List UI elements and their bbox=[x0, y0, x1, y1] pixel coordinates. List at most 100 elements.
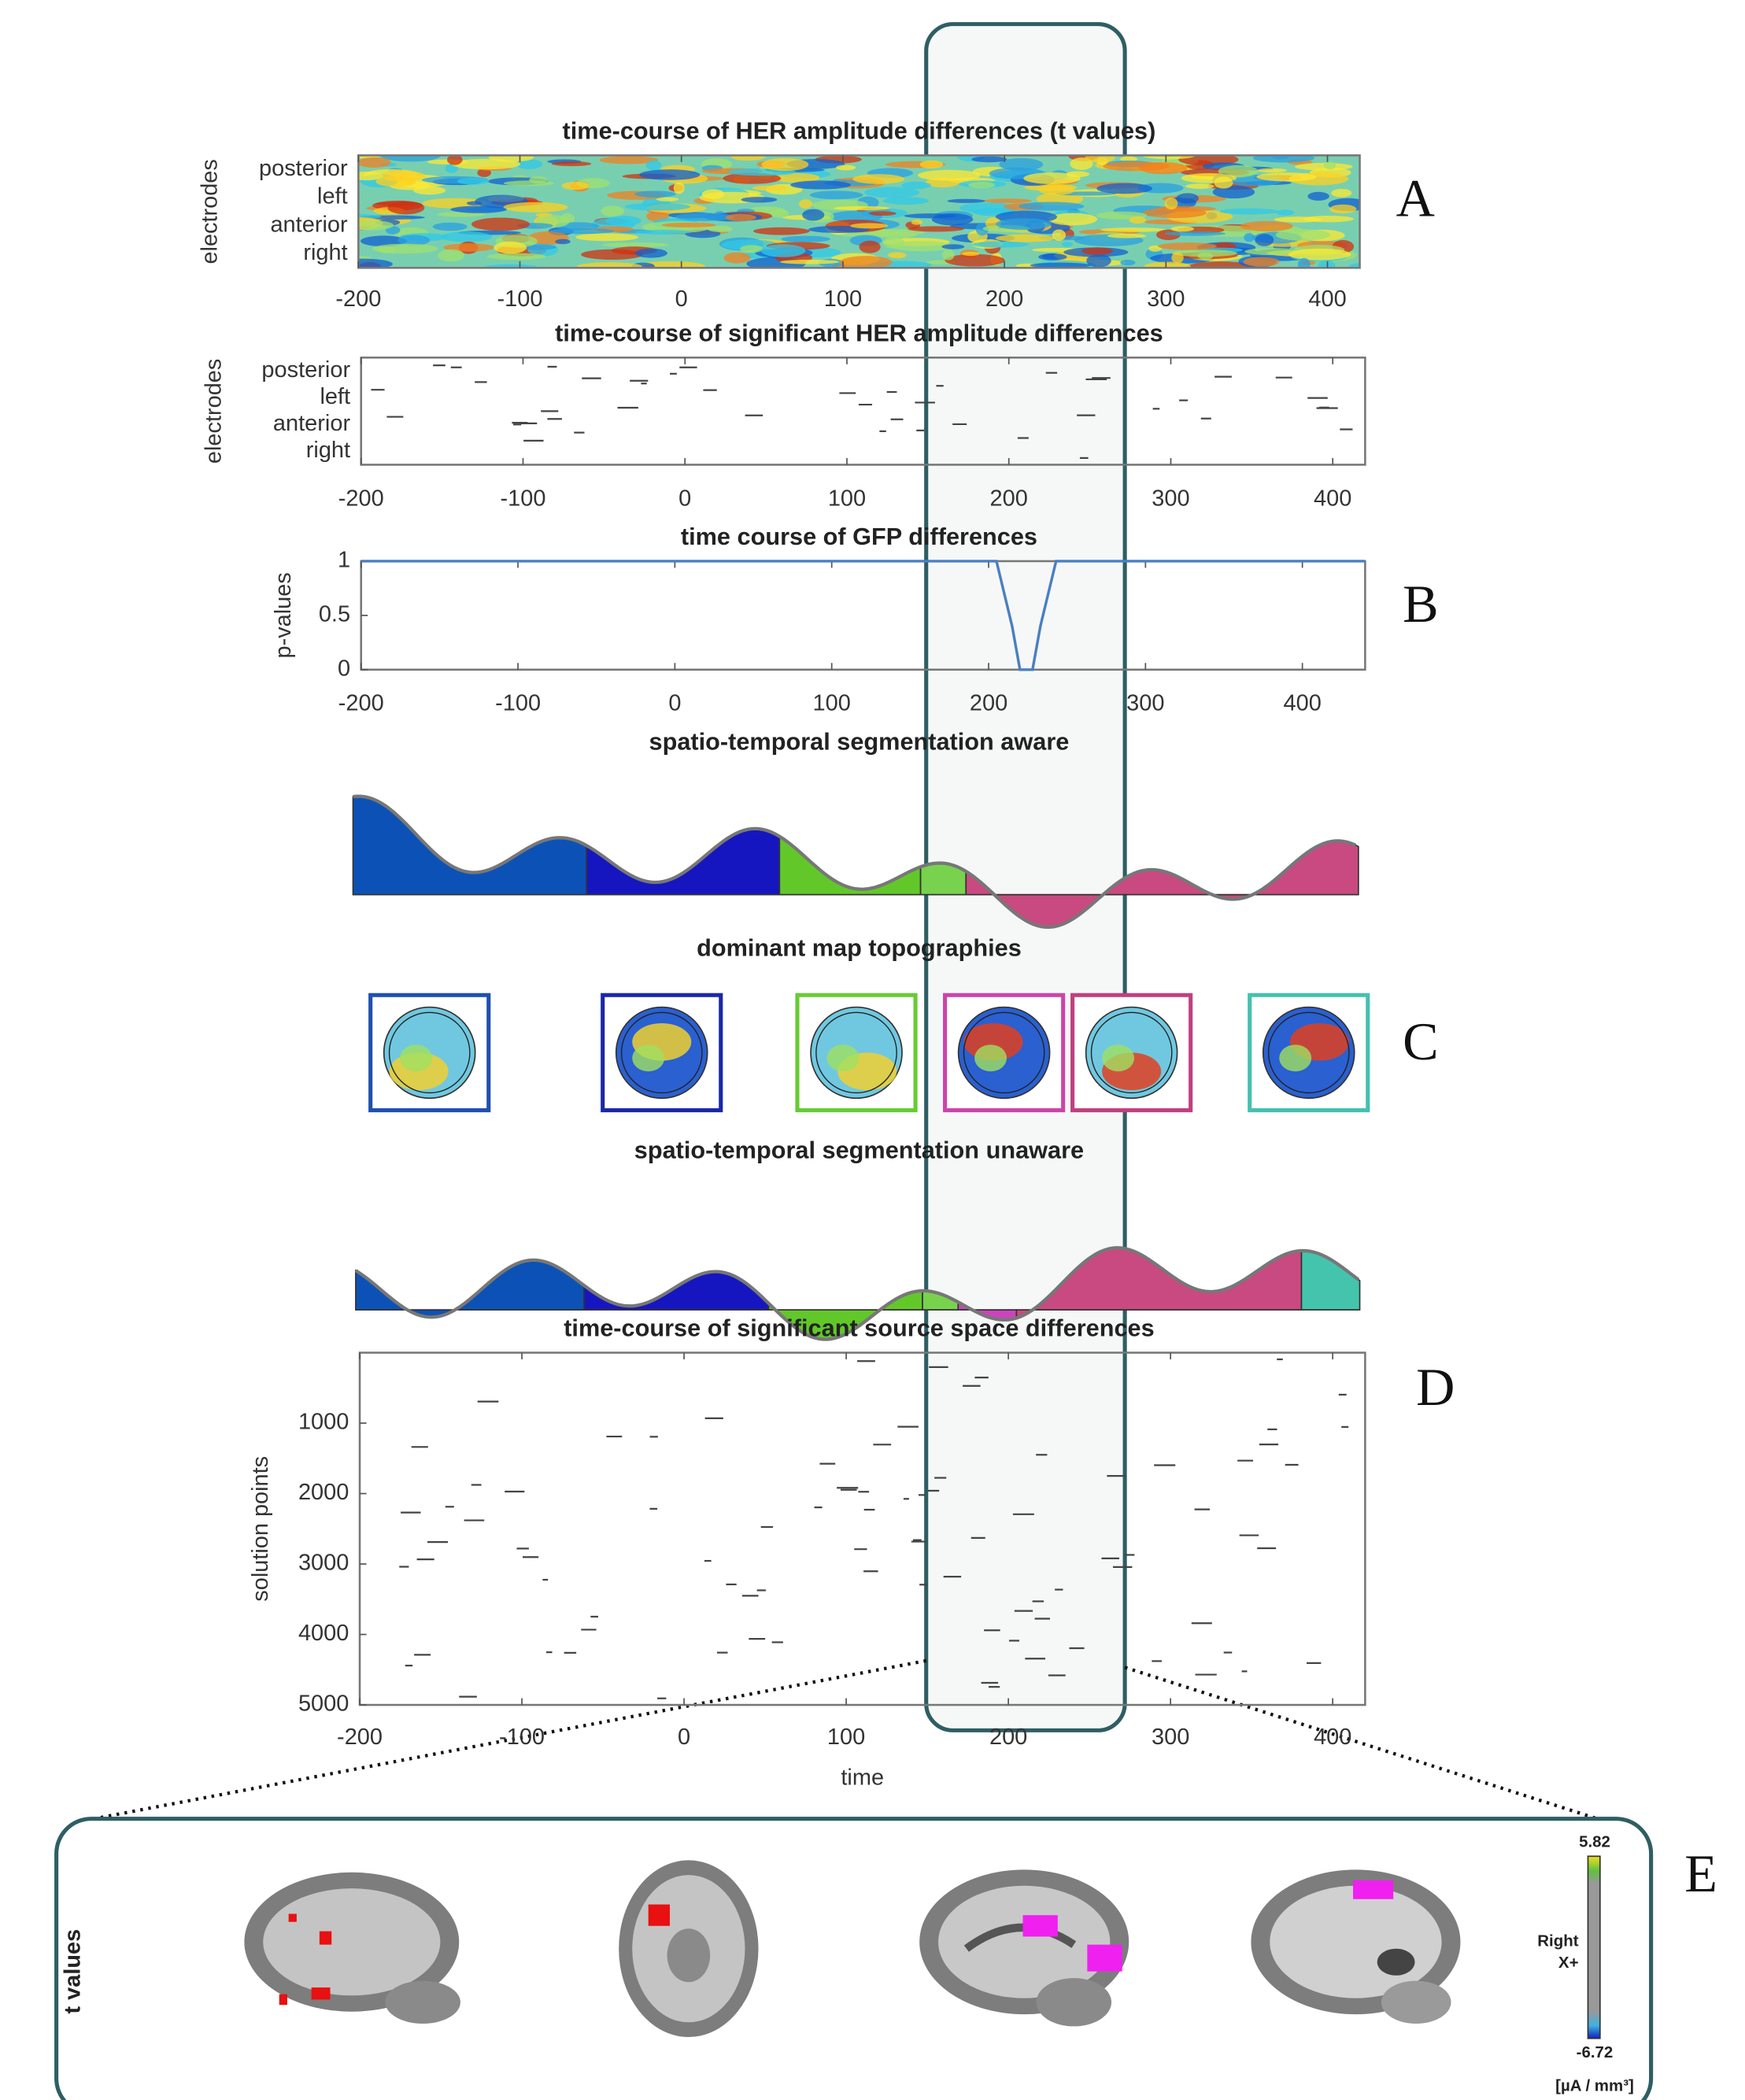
heatmap-cell bbox=[1197, 253, 1213, 260]
segment bbox=[353, 797, 587, 895]
heatmap-cell bbox=[752, 186, 788, 191]
heatmap-cell bbox=[1039, 185, 1074, 195]
x-tick-label: -100 bbox=[495, 691, 541, 716]
heatmap-cell bbox=[1165, 198, 1178, 209]
y-tick-label: anterior bbox=[273, 411, 351, 436]
heatmap-cell bbox=[941, 244, 964, 249]
plot-frame bbox=[361, 561, 1366, 670]
chart-title: time-course of significant source space … bbox=[564, 1315, 1154, 1342]
heatmap-cell bbox=[1274, 216, 1322, 222]
heatmap-cell bbox=[552, 161, 592, 166]
heatmap-cell bbox=[1240, 221, 1293, 231]
heatmap-cell bbox=[450, 205, 506, 213]
x-tick-label: 0 bbox=[668, 691, 681, 716]
heatmap-cell bbox=[372, 244, 438, 254]
x-tick-label: 100 bbox=[827, 1725, 865, 1750]
heatmap-cell bbox=[753, 227, 810, 235]
heatmap-cell bbox=[726, 214, 756, 221]
heatmap-cell bbox=[348, 220, 394, 231]
heatmap-cell bbox=[799, 199, 812, 209]
axis-label: time bbox=[841, 1765, 884, 1790]
plot-frame bbox=[361, 357, 1366, 464]
x-tick-label: 400 bbox=[1314, 486, 1351, 511]
heatmap-cell bbox=[675, 213, 734, 220]
y-tick-label: 2000 bbox=[298, 1480, 349, 1505]
colorbar-max: 5.82 bbox=[1579, 1833, 1610, 1851]
x-tick-label: 400 bbox=[1314, 1725, 1351, 1750]
x-tick-label: 200 bbox=[985, 287, 1023, 312]
heatmap-cell bbox=[575, 233, 638, 241]
heatmap-cell bbox=[723, 253, 750, 264]
brain-medial bbox=[919, 1869, 1129, 2026]
heatmap-cell bbox=[1143, 208, 1207, 218]
heatmap-cell bbox=[375, 201, 421, 205]
topography-blob bbox=[400, 1044, 432, 1071]
heatmap-cell bbox=[790, 180, 851, 189]
chart-title: time-course of HER amplitude differences… bbox=[563, 118, 1156, 145]
heatmap-cell bbox=[918, 170, 981, 181]
heatmap-cell bbox=[1164, 231, 1226, 236]
heatmap-cell bbox=[601, 205, 624, 216]
segment bbox=[356, 1260, 584, 1318]
heatmap-cell bbox=[942, 250, 955, 261]
x-tick-label: 200 bbox=[970, 691, 1007, 716]
x-tick-label: 0 bbox=[678, 486, 691, 511]
heatmap-cell bbox=[639, 169, 700, 180]
heatmap-cell bbox=[504, 202, 568, 213]
colorbar-min: -6.72 bbox=[1577, 2043, 1614, 2061]
topography-blob bbox=[974, 1044, 1007, 1071]
heatmap-cell bbox=[1257, 168, 1287, 172]
heatmap-cell bbox=[577, 262, 642, 271]
heatmap-cell bbox=[1276, 209, 1294, 216]
heatmap-cell bbox=[1171, 252, 1183, 263]
heatmap-cell bbox=[1176, 193, 1199, 204]
heatmap-cell bbox=[1256, 172, 1316, 181]
x-tick-label: -100 bbox=[497, 287, 543, 312]
heatmap-cell bbox=[1019, 201, 1084, 210]
heatmap-cell bbox=[932, 213, 973, 225]
colorbar-unit: [µA / mm³] bbox=[1555, 2076, 1634, 2094]
heatmap-cell bbox=[504, 180, 554, 186]
axis-label: electrodes bbox=[201, 359, 226, 464]
axis-label: t values bbox=[60, 1929, 85, 2014]
heatmap-cell bbox=[920, 161, 944, 168]
x-tick-label: -200 bbox=[338, 486, 384, 511]
panel-label: A bbox=[1396, 168, 1435, 227]
y-tick-label: right bbox=[306, 438, 350, 463]
heatmap-cell bbox=[810, 190, 863, 199]
heatmap-cell bbox=[971, 157, 1007, 163]
orientation-label: Right bbox=[1537, 1932, 1578, 1950]
heatmap-cell bbox=[1023, 172, 1080, 184]
heatmap-cell bbox=[740, 245, 763, 253]
heatmap-cell bbox=[840, 256, 893, 268]
heatmap-cell bbox=[1331, 189, 1351, 198]
x-tick-label: -100 bbox=[501, 486, 546, 511]
heatmap-cell bbox=[550, 228, 615, 234]
heatmap-cell bbox=[1103, 161, 1169, 171]
heatmap-cell bbox=[674, 182, 685, 194]
heatmap-cell bbox=[441, 231, 492, 242]
x-tick-label: 400 bbox=[1308, 287, 1346, 312]
chart-title: dominant map topographies bbox=[697, 935, 1022, 962]
heatmap-cell bbox=[1100, 227, 1167, 232]
heatmap-cell bbox=[708, 226, 733, 232]
x-tick-label: 200 bbox=[989, 1725, 1027, 1750]
heatmap-cell bbox=[606, 216, 641, 226]
topography-blob bbox=[1102, 1044, 1134, 1071]
heatmap-cell bbox=[1129, 216, 1146, 224]
y-tick-label: posterior bbox=[259, 156, 348, 181]
heatmap-cell bbox=[962, 252, 979, 257]
heatmap-cell bbox=[1170, 226, 1194, 231]
heatmap-cell bbox=[947, 199, 985, 203]
x-tick-label: -200 bbox=[335, 287, 381, 312]
topography-blob bbox=[827, 1044, 860, 1071]
x-tick-label: 100 bbox=[828, 486, 866, 511]
heatmap-cell bbox=[771, 209, 789, 218]
heatmap-cell bbox=[1255, 234, 1274, 246]
x-tick-label: 300 bbox=[1152, 1725, 1189, 1750]
heatmap-cell bbox=[625, 203, 690, 211]
y-tick-label: posterior bbox=[261, 357, 350, 383]
panel-label: E bbox=[1684, 1843, 1717, 1903]
heatmap-cell bbox=[901, 182, 931, 189]
heatmap-cell bbox=[375, 176, 416, 187]
